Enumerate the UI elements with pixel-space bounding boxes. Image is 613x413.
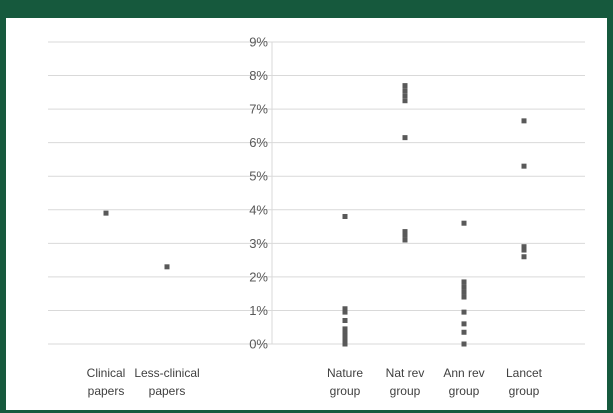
data-point	[461, 309, 467, 315]
data-point	[461, 294, 467, 300]
data-point	[402, 93, 408, 99]
data-point	[402, 237, 408, 243]
y-tick-label: 6%	[249, 135, 268, 150]
data-point	[342, 213, 348, 219]
y-tick-label: 3%	[249, 236, 268, 251]
data-point	[521, 118, 527, 124]
data-point	[402, 98, 408, 104]
data-point	[461, 329, 467, 335]
x-category-label: group	[390, 384, 421, 398]
data-point	[521, 254, 527, 260]
data-point	[402, 229, 408, 235]
data-point	[461, 279, 467, 285]
data-point	[402, 88, 408, 94]
x-category-label: group	[509, 384, 540, 398]
x-category-label: papers	[88, 384, 125, 398]
top-banner	[0, 0, 613, 18]
x-category-label: group	[449, 384, 480, 398]
data-point	[461, 289, 467, 295]
y-tick-label: 9%	[249, 35, 268, 50]
y-tick-label: 4%	[249, 202, 268, 217]
data-point	[342, 326, 348, 332]
y-tick-label: 8%	[249, 68, 268, 83]
data-point	[164, 264, 170, 270]
x-category-label: Less-clinical	[134, 366, 199, 380]
x-category-label: Lancet	[506, 366, 543, 380]
y-tick-label: 2%	[249, 269, 268, 284]
data-point	[461, 220, 467, 226]
x-category-label: Nature	[327, 366, 363, 380]
y-tick-label: 5%	[249, 169, 268, 184]
data-point	[402, 135, 408, 141]
data-point	[342, 309, 348, 315]
x-category-label: Nat rev	[386, 366, 425, 380]
x-category-label: Ann rev	[443, 366, 484, 380]
data-point	[103, 210, 109, 216]
x-category-label: Clinical	[87, 366, 126, 380]
data-point	[342, 306, 348, 312]
data-point	[521, 244, 527, 250]
data-point	[342, 329, 348, 335]
data-point	[342, 336, 348, 342]
data-point	[461, 341, 467, 347]
data-point	[461, 284, 467, 290]
data-point	[402, 83, 408, 89]
x-category-label: papers	[149, 384, 186, 398]
data-point	[521, 163, 527, 169]
x-category-label: group	[330, 384, 361, 398]
data-point	[342, 318, 348, 324]
y-tick-label: 7%	[249, 102, 268, 117]
y-tick-label: 1%	[249, 303, 268, 318]
data-point	[402, 232, 408, 238]
data-point	[342, 341, 348, 347]
data-point	[461, 321, 467, 327]
data-point	[521, 247, 527, 253]
data-point	[342, 333, 348, 339]
y-tick-label: 0%	[249, 337, 268, 352]
